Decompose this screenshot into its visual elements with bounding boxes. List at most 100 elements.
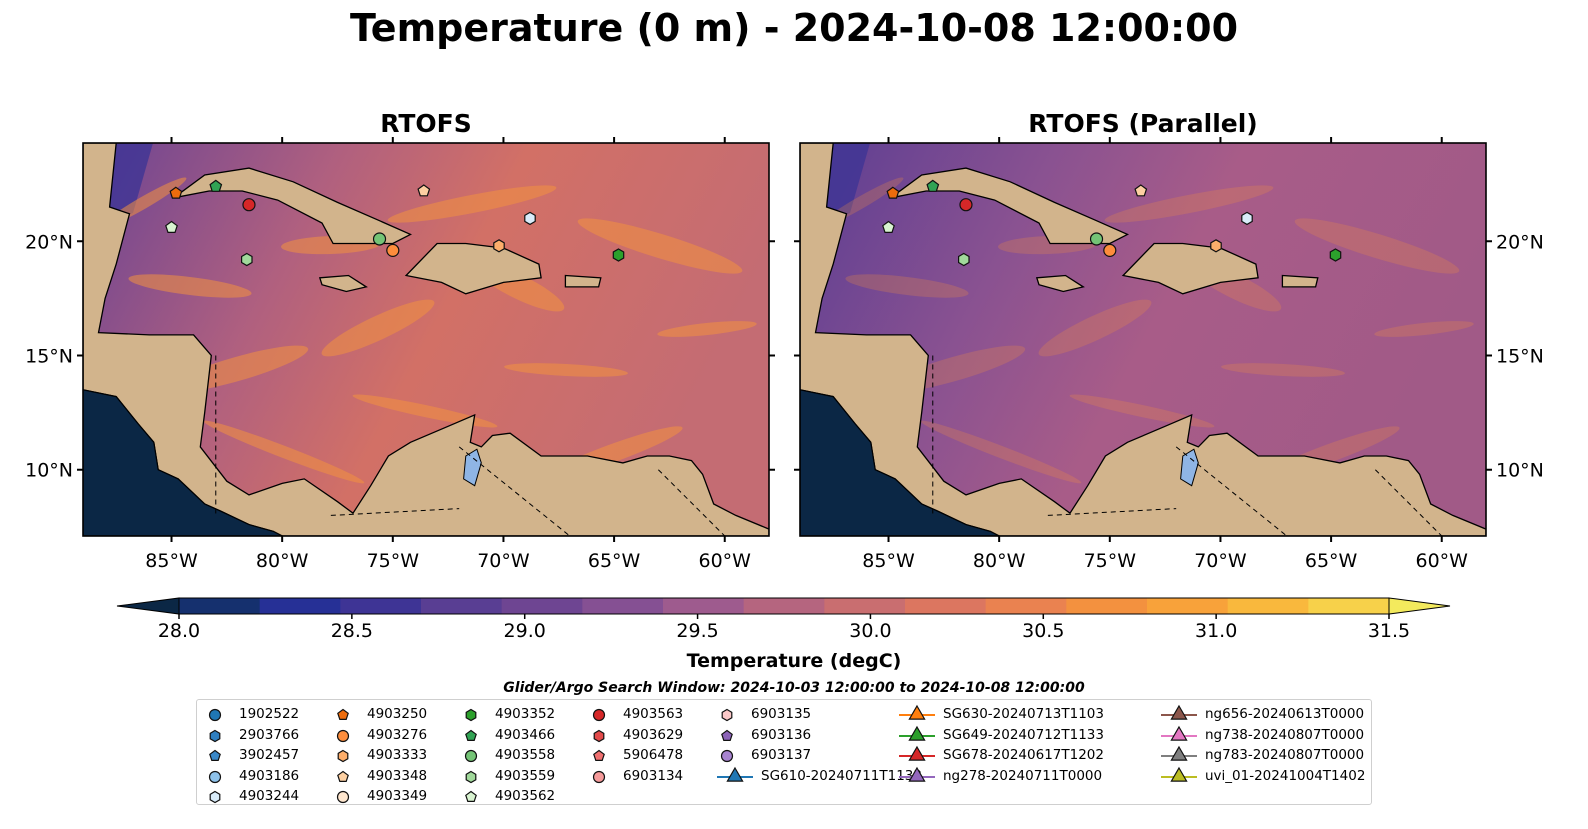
legend-label: ng738-20240807T0000 [1205,726,1365,743]
legend-label: SG678-20240617T1202 [943,747,1104,763]
land-cuba [890,167,1130,245]
legend-marker-pentagon [337,708,349,720]
map-panels: 85°W 80°W 75°W 70°W 65°W 60°W20°N15°N10°N85°W… [25,137,1544,572]
figure-title: Temperature (0 m) - 2024-10-08 12:00:00 [349,6,1239,50]
float-marker [1089,232,1104,246]
legend-marker-hexagon [209,790,221,804]
legend-marker-pentagon [465,729,477,741]
legend-label: 3902457 [239,747,300,763]
colorbar-segment [663,598,745,614]
colorbar-segment [1147,598,1229,614]
legend-label: 4903558 [495,747,556,763]
legend-marker-triangle [1170,725,1188,741]
x-tick-label: 65°W [588,550,641,572]
float-marker [957,252,970,267]
legend-label: SG630-20240713T1103 [943,706,1104,722]
legend-label: 4903250 [367,706,428,722]
y-tick-label: 20°N [25,231,73,253]
float-marker [209,179,223,192]
legend-label: 4903562 [495,788,556,804]
legend-marker-pentagon [721,729,733,741]
colorbar-segment [259,598,341,614]
colorbar [116,597,1451,619]
colorbar-extend-max [1388,597,1451,615]
x-tick-label: 60°W [1416,550,1469,572]
legend-marker-circle [208,770,222,783]
legend-marker-triangle [1170,745,1188,761]
legend-marker-triangle [1170,766,1188,782]
float-marker [524,211,536,226]
colorbar-tick-label: 28.0 [157,620,201,642]
map-panel-rtofs: 85°W 80°W 75°W 70°W 65°W 60°W 20°N 15°N 10°N [25,137,775,572]
legend-marker-circle [336,790,350,804]
legend-marker-circle [592,770,606,783]
legend-marker-circle [592,708,606,722]
panel-title-rtofs-parallel: RTOFS (Parallel) [1028,109,1258,138]
legend-marker-circle [464,749,478,763]
land-cuba [173,167,413,245]
colorbar-tick-label: 31.0 [1194,620,1238,642]
float-marker [886,186,900,199]
float-marker [1103,243,1117,257]
x-tick-label: 60°W [699,550,752,572]
colorbar-segment [824,598,906,614]
legend-marker-circle [720,749,734,763]
legend-marker-triangle [908,704,926,720]
legend-label: SG649-20240712T1133 [943,726,1104,743]
colorbar-tick-label: 31.5 [1367,620,1411,642]
legend-label: 4903559 [495,767,556,784]
y-tick-label: 10°N [1496,460,1544,482]
legend-marker-triangle [908,725,926,741]
colorbar-segment [421,598,503,614]
legend-label: 6903137 [751,747,812,763]
legend-marker-hexagon [465,708,477,722]
lake-maracaibo [1180,448,1199,487]
legend-label: ng656-20240613T0000 [1205,706,1365,722]
float-marker [1241,211,1253,226]
x-tick-label: 80°W [256,550,309,572]
legend-marker-pentagon [593,749,605,761]
legend-marker-hexagon [721,708,733,722]
land-puertorico [1281,274,1319,288]
legend-label: 4903466 [495,726,556,743]
x-tick-label: 70°W [1194,550,1247,572]
colorbar-segment [1066,598,1148,614]
colorbar-extend-min [116,597,180,615]
legend-label: ng278-20240711T0000 [943,767,1103,784]
float-marker [926,179,940,192]
float-marker [372,232,387,246]
legend-marker-pentagon [465,790,477,802]
colorbar-tick-label: 29.0 [503,620,546,642]
legend-label: 4903563 [623,706,684,722]
float-marker [882,220,895,233]
float-marker [242,198,256,212]
legend-marker-triangle [726,766,744,782]
float-marker [417,184,431,197]
legend-label: 2903766 [239,726,300,743]
float-marker [165,220,178,233]
legend-label: uvi_01-20241004T1402 [1205,767,1366,784]
colorbar-tick-label: 30.5 [1022,620,1065,642]
y-tick-label: 15°N [25,345,73,367]
float-marker [1210,239,1222,253]
land-hispaniola [1121,242,1259,295]
search-window-text: Glider/Argo Search Window: 2024-10-03 12… [503,680,1085,696]
float-marker [241,252,253,267]
land-hispaniola [404,242,542,295]
legend-marker-hexagon [593,729,605,742]
x-tick-label: 75°W [1084,550,1137,572]
legend-label: 4903276 [367,726,428,743]
colorbar-segment [985,598,1067,614]
legend-label: 6903136 [751,726,812,743]
legend: 1902522 2903766 3902457 4903186 4903244 49032… [196,699,1372,805]
float-marker [1329,248,1342,262]
colorbar-tick-label: 29.5 [676,620,719,642]
colorbar-label: Temperature (degC) [686,650,902,672]
float-marker [169,186,183,199]
legend-marker-hexagon [209,729,221,742]
land-jamaica [318,274,368,293]
float-marker [959,198,973,212]
colorbar-segment [743,598,825,614]
panel-title-rtofs: RTOFS [380,109,472,138]
legend-marker-circle [208,708,222,722]
